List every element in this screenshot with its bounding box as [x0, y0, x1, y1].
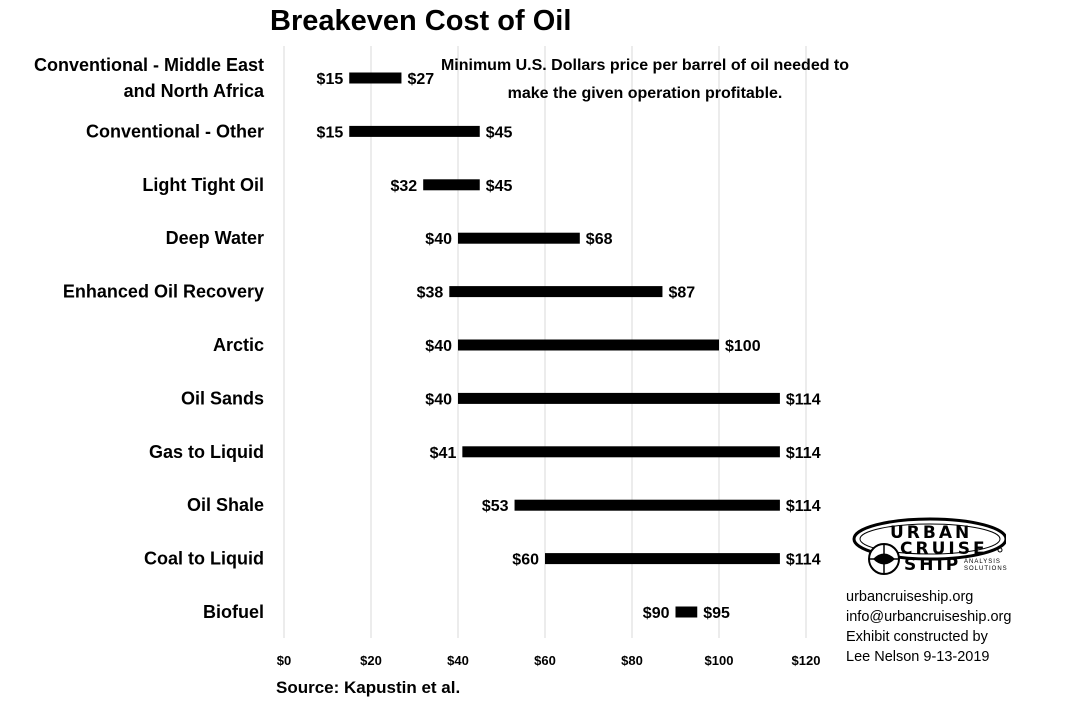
range-bar	[462, 446, 780, 458]
email-text: info@urbancruiseship.org	[846, 609, 1012, 625]
logo-sub-solutions: SOLUTIONS	[964, 566, 1008, 572]
high-value-label: $114	[786, 391, 821, 408]
high-value-label: $100	[725, 338, 761, 355]
range-bar	[349, 125, 480, 137]
x-tick-label: $20	[360, 653, 382, 668]
high-value-label: $95	[703, 605, 730, 622]
chart-annotation: Minimum U.S. Dollars price per barrel of…	[440, 57, 850, 102]
range-bar	[349, 72, 402, 84]
range-bar	[423, 179, 480, 191]
category-label: Conventional - Middle East and North Afri…	[34, 55, 265, 101]
range-bar	[458, 339, 719, 351]
logo-word-ship: SHIP	[904, 555, 962, 575]
high-value-label: $27	[407, 71, 434, 88]
category-label: Coal to Liquid	[144, 549, 264, 569]
low-value-label: $38	[417, 285, 444, 302]
low-value-label: $32	[390, 178, 417, 195]
category-label: Light Tight Oil	[142, 175, 264, 195]
category-label: Conventional - Other	[86, 121, 264, 141]
ship-logo-icon	[852, 517, 1006, 575]
x-tick-label: $60	[534, 653, 556, 668]
high-value-label: $45	[486, 124, 513, 141]
low-value-label: $41	[430, 445, 457, 462]
chart-title: Breakeven Cost of Oil	[270, 5, 572, 37]
x-tick-label: $0	[277, 653, 291, 668]
low-value-label: $90	[643, 605, 670, 622]
website-text: urbancruiseship.org	[846, 589, 974, 605]
low-value-label: $40	[425, 231, 452, 248]
category-label: Gas to Liquid	[149, 442, 264, 462]
range-bar	[449, 286, 663, 298]
low-value-label: $15	[317, 124, 344, 141]
low-value-label: $15	[317, 71, 344, 88]
logo-sub-analysis: ANALYSIS	[964, 559, 1001, 565]
x-tick-label: $120	[792, 653, 821, 668]
urban-cruise-ship-logo: URBAN CRUISE SHIP ANALYSIS SOLUTIONS	[846, 515, 1008, 581]
x-tick-label: $80	[621, 653, 643, 668]
range-bar	[458, 392, 780, 404]
category-label: Arctic	[213, 335, 264, 355]
category-label: Enhanced Oil Recovery	[63, 282, 264, 302]
low-value-label: $40	[425, 338, 452, 355]
category-label: Biofuel	[203, 602, 264, 622]
category-label: Oil Shale	[187, 495, 264, 515]
credit-line-1: Exhibit constructed by	[846, 629, 988, 645]
low-value-label: $53	[482, 498, 509, 515]
x-tick-label: $40	[447, 653, 469, 668]
category-label: Oil Sands	[181, 388, 264, 408]
high-value-label: $87	[668, 285, 695, 302]
logo-word-urban: URBAN	[890, 523, 973, 543]
low-value-label: $60	[512, 552, 539, 569]
high-value-label: $114	[786, 445, 821, 462]
logo-word-cruise: CRUISE	[900, 539, 988, 559]
credit-line-2: Lee Nelson 9-13-2019	[846, 649, 990, 665]
high-value-label: $114	[786, 498, 821, 515]
high-value-label: $45	[486, 178, 513, 195]
x-tick-label: $100	[705, 653, 734, 668]
category-label: Deep Water	[166, 228, 264, 248]
high-value-label: $114	[786, 552, 821, 569]
range-bar	[458, 232, 580, 244]
contact-info: urbancruiseship.org info@urbancruiseship…	[846, 587, 1056, 667]
range-bar	[545, 553, 780, 565]
branding-block: URBAN CRUISE SHIP ANALYSIS SOLUTIONS urb…	[846, 515, 1056, 667]
chart-source: Source: Kapustin et al.	[276, 678, 461, 697]
low-value-label: $40	[425, 391, 452, 408]
range-bar	[675, 606, 698, 618]
range-bar	[514, 499, 780, 511]
high-value-label: $68	[586, 231, 613, 248]
